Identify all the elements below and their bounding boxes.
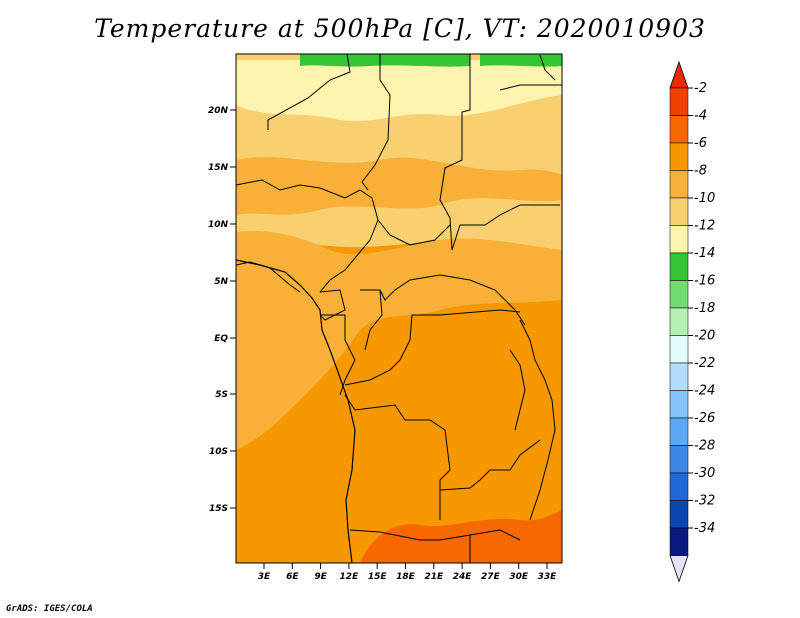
colorbar-label: -12 <box>694 219 715 234</box>
colorbar-label: -6 <box>694 136 707 151</box>
lon-tick-label: 21E <box>424 572 444 582</box>
colorbar-swatch <box>669 445 689 474</box>
colorbar-label: -4 <box>694 109 707 124</box>
colorbar: -2 -4 -6 -8 -10 -12 -14 -16 -18 -20 -22 -24 -26 -28 -3… <box>669 60 715 583</box>
colorbar-label: -14 <box>694 246 715 261</box>
lat-tick-label: 10S <box>209 447 228 457</box>
colorbar-label: -30 <box>694 466 715 481</box>
field-band-minus12-north <box>300 54 470 67</box>
lon-tick-label: 24E <box>453 572 473 582</box>
colorbar-swatch <box>669 362 689 391</box>
lon-tick-label: 9E <box>314 572 327 582</box>
colorbar-label: -10 <box>694 191 715 206</box>
colorbar-swatch <box>669 472 689 501</box>
plot-frame <box>235 53 563 564</box>
colorbar-swatch <box>669 225 689 254</box>
lat-tick-label: 20N <box>208 106 229 116</box>
lon-tick-label: 15E <box>368 572 388 582</box>
colorbar-label: -32 <box>694 494 715 509</box>
colorbar-swatch <box>669 527 689 556</box>
field-band-minus6-central <box>236 230 562 450</box>
lat-tick-label: 5N <box>214 277 228 287</box>
colorbar-label: -28 <box>694 439 715 454</box>
colorbar-top-arrow <box>669 60 689 89</box>
colorbar-bottom-arrow <box>669 555 689 583</box>
colorbar-label: -26 <box>694 411 715 426</box>
lon-tick-label: 30E <box>509 572 529 582</box>
colorbar-label: -18 <box>694 301 715 316</box>
lon-tick-label: 3E <box>258 572 271 582</box>
field-band-minus4-south <box>236 300 562 563</box>
colorbar-swatch <box>669 390 689 419</box>
colorbar-swatch <box>669 115 689 144</box>
longitude-axis: 3E 6E 9E 12E 15E 18E 21E 24E 27E 30E 33E <box>258 563 557 582</box>
colorbar-swatch <box>669 280 689 309</box>
colorbar-label: -34 <box>694 521 715 536</box>
lat-tick-label: 10N <box>208 220 229 230</box>
colorbar-swatch <box>669 170 689 199</box>
colorbar-label: -22 <box>694 356 715 371</box>
lon-tick-label: 6E <box>286 572 299 582</box>
colorbar-swatch <box>669 142 689 171</box>
colorbar-label: -24 <box>694 384 715 399</box>
coastline <box>236 259 356 563</box>
lat-tick-label: 5S <box>215 390 228 400</box>
lat-tick-label: EQ <box>214 334 228 344</box>
colorbar-swatch <box>669 500 689 529</box>
colorbar-swatch <box>669 252 689 281</box>
colorbar-label: -2 <box>694 81 707 96</box>
field-band-minus12-northeast <box>480 54 562 67</box>
colorbar-swatch <box>669 197 689 226</box>
grads-credit: GrADS: IGES/COLA <box>6 604 93 614</box>
colorbar-label: -16 <box>694 274 715 289</box>
lat-tick-label: 15N <box>208 163 229 173</box>
lon-tick-label: 33E <box>538 572 558 582</box>
lon-tick-label: 27E <box>481 572 501 582</box>
field-band-minus10 <box>236 60 562 122</box>
colorbar-label: -8 <box>694 164 707 179</box>
colorbar-swatch <box>669 417 689 446</box>
latitude-axis: 20N 15N 10N 5N EQ 5S 10S 15S <box>208 106 236 514</box>
colorbar-label: -20 <box>694 329 715 344</box>
colorbar-swatch <box>669 335 689 364</box>
map-title: Temperature at 500hPa [C], VT: 202001090… <box>94 14 706 43</box>
temperature-field <box>236 54 562 563</box>
lon-tick-label: 12E <box>340 572 360 582</box>
colorbar-swatch <box>669 307 689 336</box>
colorbar-swatch <box>669 87 689 116</box>
lon-tick-label: 18E <box>396 572 416 582</box>
lat-tick-label: 15S <box>209 504 228 514</box>
field-band-minus6-north <box>236 157 562 215</box>
